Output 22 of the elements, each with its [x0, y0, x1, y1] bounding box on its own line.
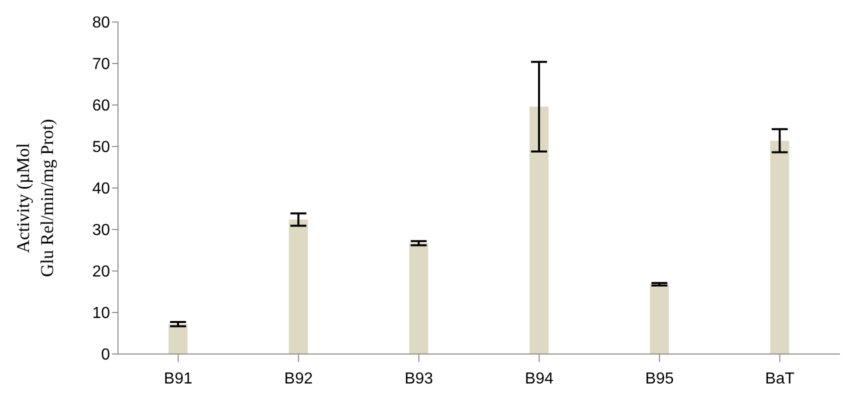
x-tick-label: B94 — [524, 370, 554, 388]
y-axis-title: Activity (µMol Glu Rel/min/mg Prot) — [13, 118, 57, 278]
y-tick-label: 60 — [92, 98, 110, 115]
y-tick-label: 10 — [92, 305, 110, 322]
bar — [409, 243, 428, 354]
bar — [770, 140, 790, 354]
bar — [650, 284, 669, 354]
y-tick-label: 40 — [92, 180, 110, 198]
x-tick-label: BaT — [765, 370, 795, 388]
y-tick-label: 80 — [92, 14, 110, 32]
bar — [530, 106, 549, 354]
y-tick-label: 20 — [92, 264, 110, 281]
y-tick-label: 0 — [101, 346, 110, 364]
x-tick-label: B95 — [645, 370, 674, 388]
y-tick-label: 30 — [92, 222, 110, 240]
y-tick-label: 50 — [92, 139, 110, 156]
x-tick-label: B93 — [404, 370, 434, 388]
x-tick-label: B92 — [284, 370, 313, 388]
y-tick-label: 70 — [92, 56, 110, 74]
x-tick-label: B91 — [164, 370, 193, 388]
bar — [288, 220, 308, 354]
bar — [168, 324, 188, 354]
